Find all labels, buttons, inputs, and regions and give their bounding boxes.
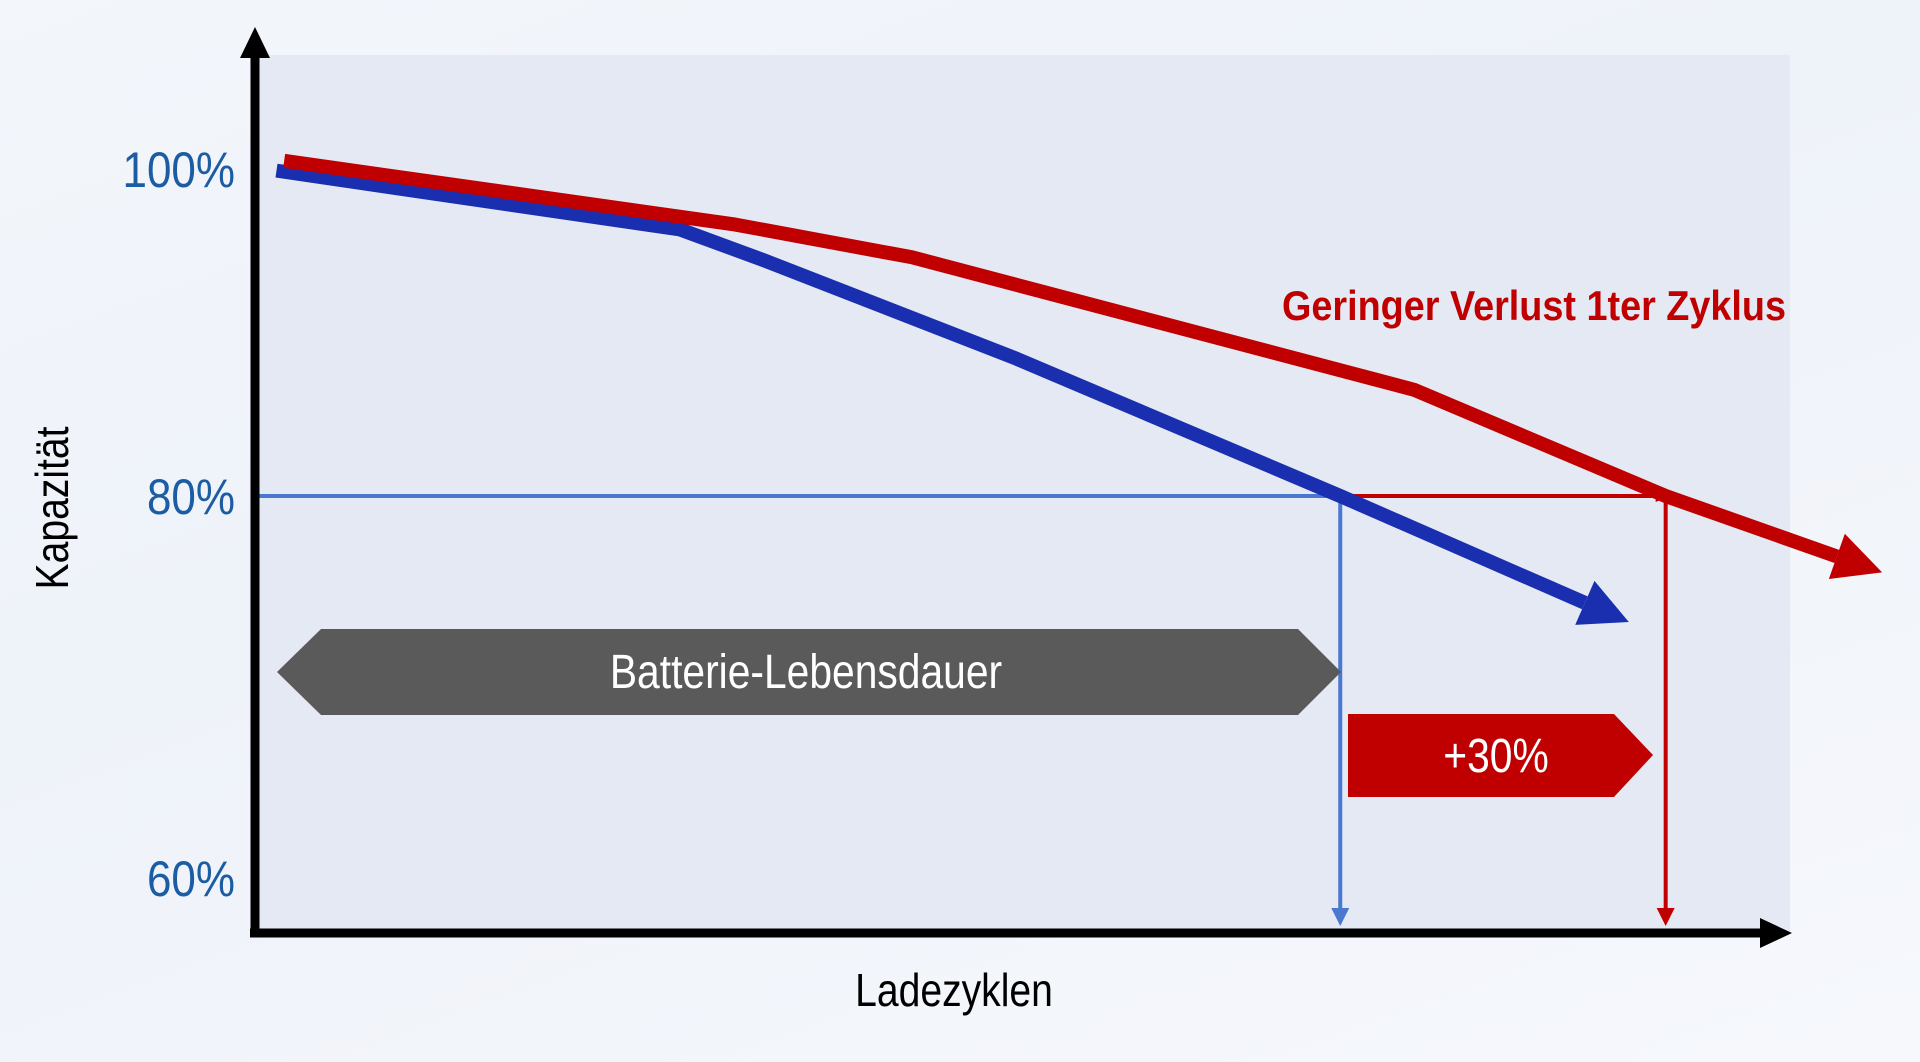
x-axis-arrow-icon bbox=[1760, 918, 1792, 948]
banners: Batterie-Lebensdauer +30% bbox=[277, 629, 1653, 797]
blue-series-line bbox=[275, 163, 1588, 610]
lifetime-banner-label: Batterie-Lebensdauer bbox=[610, 646, 1002, 699]
lifetime-banner bbox=[277, 629, 1341, 715]
series-lines bbox=[275, 153, 1883, 625]
y-tick-label: 80% bbox=[147, 468, 235, 524]
gain-banner bbox=[1348, 714, 1653, 797]
red-series-line bbox=[283, 153, 1840, 564]
y-axis-label: Kapazität bbox=[27, 426, 79, 589]
red-series-annotation: Geringer Verlust 1ter Zyklus bbox=[1282, 283, 1786, 329]
drop-arrow-red-icon bbox=[1656, 908, 1675, 926]
gain-banner-label: +30% bbox=[1443, 730, 1548, 783]
drop-arrow-blue-icon bbox=[1331, 908, 1350, 926]
y-tick-label: 100% bbox=[122, 141, 235, 197]
y-axis-arrow-icon bbox=[240, 27, 270, 58]
red-series-arrow-icon bbox=[1828, 533, 1883, 580]
y-ticks: 100% 80% 60% bbox=[122, 141, 235, 906]
y-tick-label: 60% bbox=[147, 850, 235, 906]
blue-series-arrow-icon bbox=[1575, 580, 1629, 625]
x-axis-label: Ladezyklen bbox=[855, 965, 1053, 1017]
